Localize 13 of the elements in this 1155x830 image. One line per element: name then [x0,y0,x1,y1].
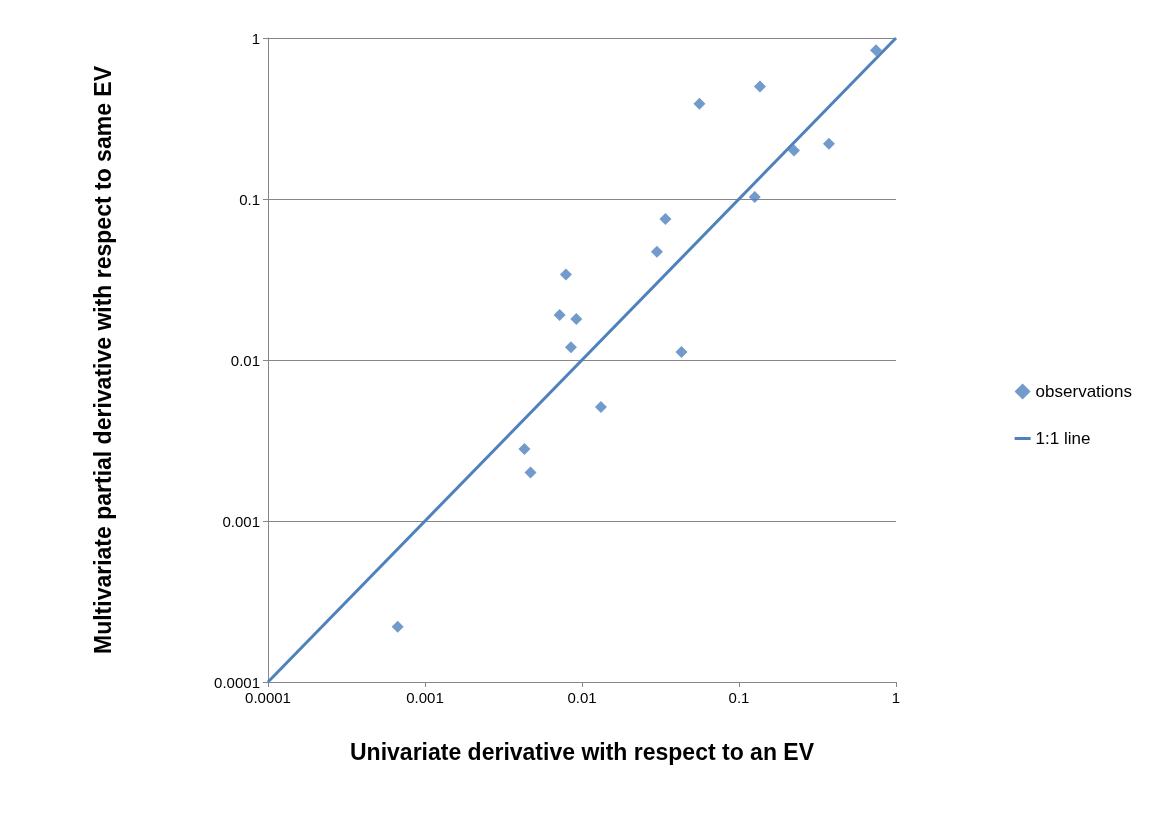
x-tick-label: 0.1 [728,689,750,706]
x-tick-label: 1 [891,689,901,706]
y-tick-label: 0.1 [239,190,260,208]
y-axis-title: Multivariate partial derivative with respect to same EV [90,65,116,654]
y-tick-label: 0.001 [222,512,260,530]
y-tick-label: 0.01 [230,351,260,369]
x-tick-label: 0.01 [567,689,597,706]
y-tick-label: 0.0001 [214,673,260,691]
x-tick-label: 0.001 [406,689,444,706]
y-tick-label: 1 [251,29,260,47]
x-axis-title: Univariate derivative with respect to an EV [350,739,815,765]
legend-label: 1:1 line [1035,429,1091,448]
legend-label: observations [1035,382,1132,401]
